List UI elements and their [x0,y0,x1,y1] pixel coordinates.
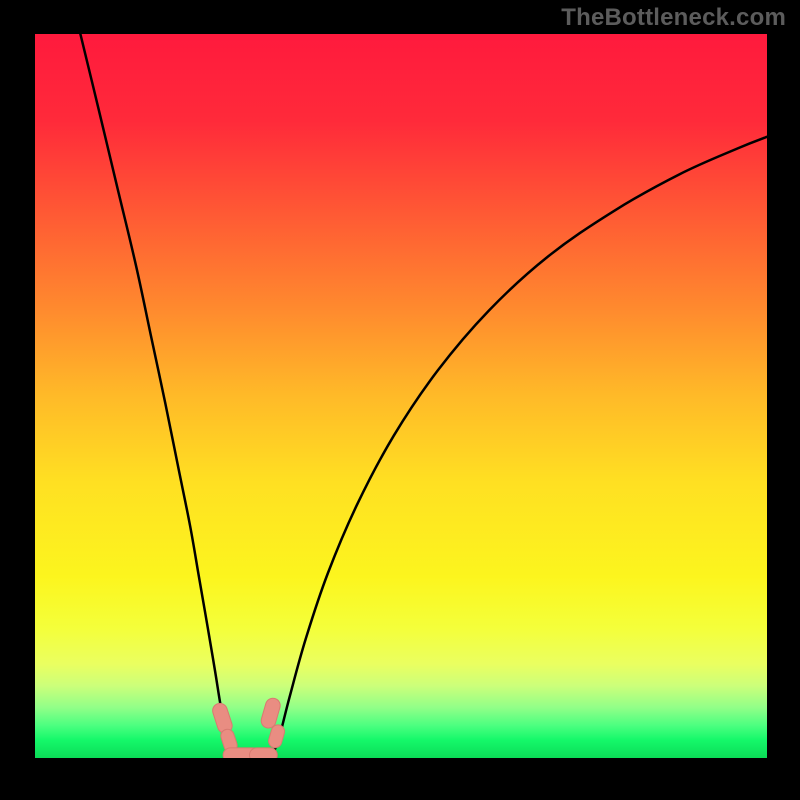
watermark-text: TheBottleneck.com [561,4,786,32]
marker-5 [249,748,277,758]
chart-svg [35,34,767,758]
plot-area [35,34,767,758]
gradient-background [35,34,767,758]
chart-stage: TheBottleneck.com [0,0,800,800]
